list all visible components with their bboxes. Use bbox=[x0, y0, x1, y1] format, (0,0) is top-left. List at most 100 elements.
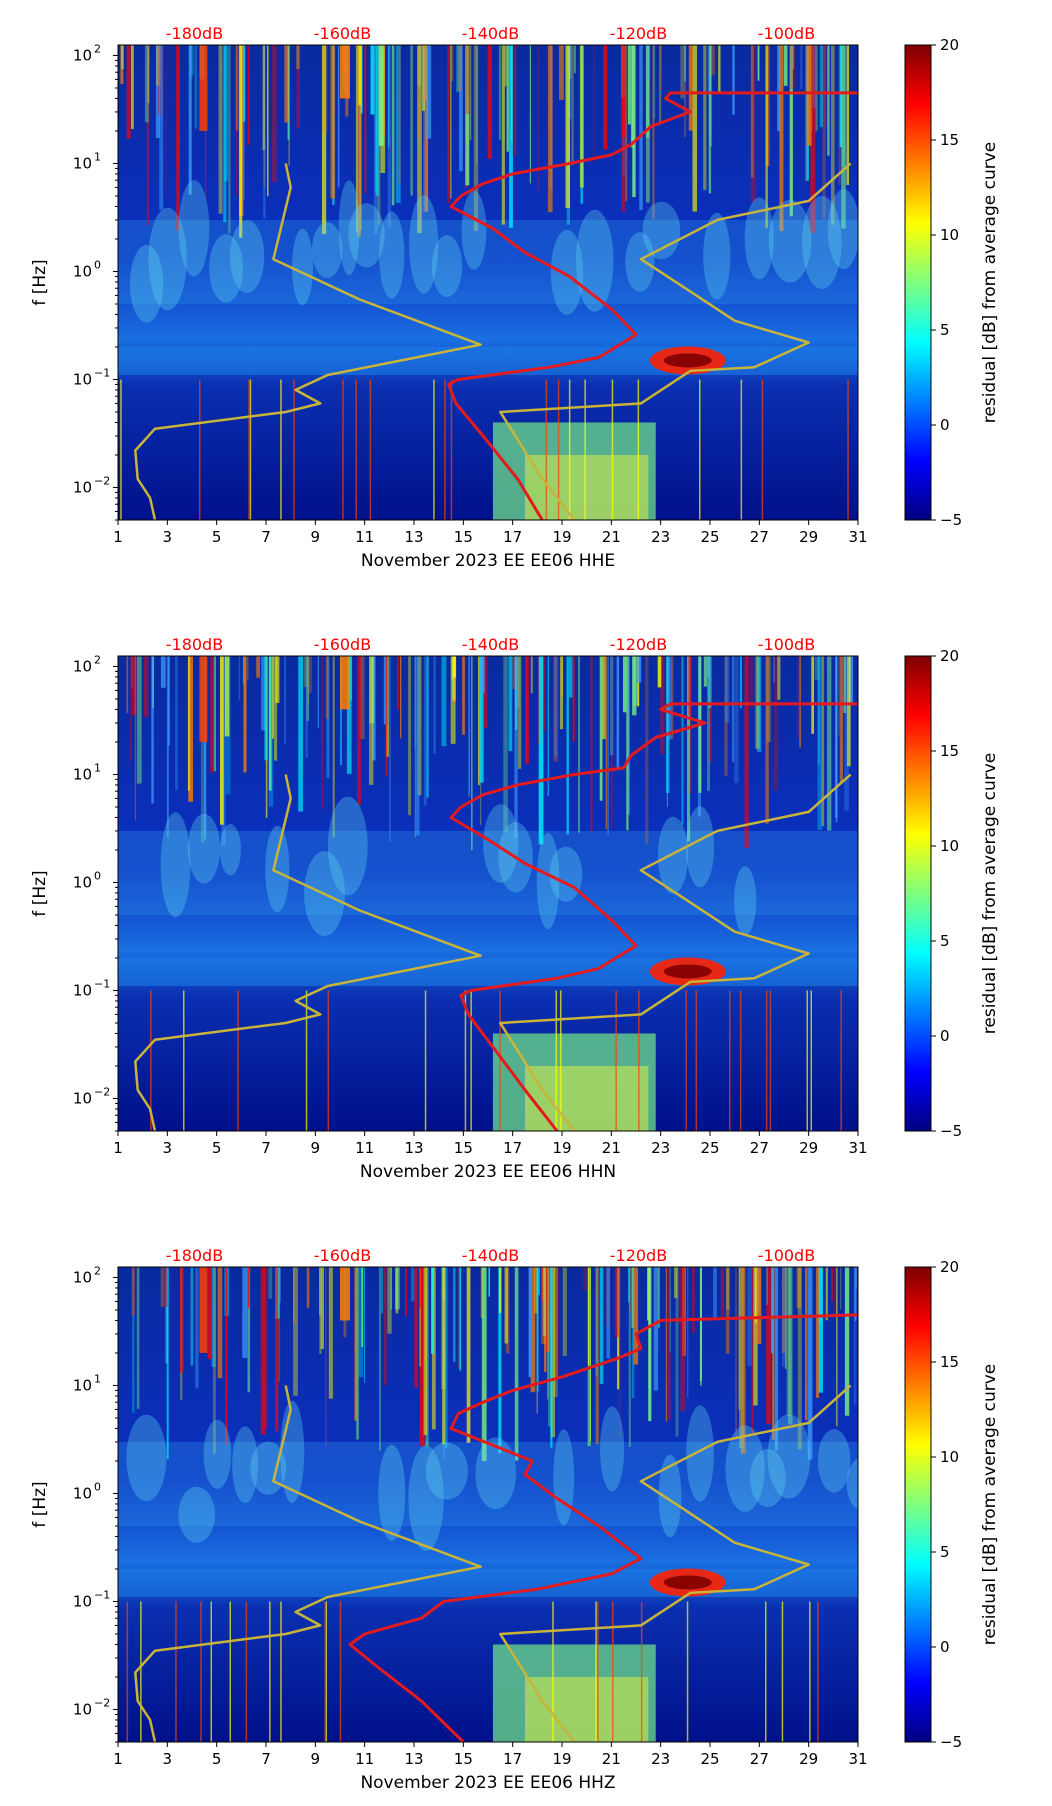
heatmap-background bbox=[118, 1267, 858, 1742]
heatmap-microseism-band bbox=[118, 957, 858, 987]
heatmap-streak bbox=[284, 45, 289, 123]
heatmap-streak bbox=[134, 656, 137, 821]
heatmap-streak bbox=[242, 45, 246, 122]
heatmap-streak bbox=[631, 1267, 635, 1398]
x-tick-label: 7 bbox=[261, 528, 271, 546]
x-tick-label: 23 bbox=[651, 1750, 670, 1768]
heatmap-streak bbox=[476, 45, 478, 166]
heatmap-blob bbox=[409, 195, 439, 294]
red-curve bbox=[447, 91, 858, 520]
heatmap-streak bbox=[357, 45, 361, 237]
heatmap-streak bbox=[538, 1267, 540, 1296]
heatmap-streak bbox=[469, 45, 472, 141]
heatmap-streak bbox=[268, 656, 274, 807]
heatmap-streak bbox=[788, 1267, 793, 1425]
heatmap-lowfreq-line bbox=[280, 379, 282, 520]
heatmap-streak bbox=[603, 45, 608, 150]
heatmap-hot-streak bbox=[199, 1267, 208, 1353]
heatmap-streak bbox=[322, 45, 327, 234]
heatmap-streak bbox=[298, 656, 303, 812]
heatmap-streak bbox=[498, 1267, 502, 1313]
heatmap-lowfreq-line bbox=[200, 1601, 202, 1742]
heatmap-hot-streak bbox=[199, 45, 208, 131]
x-tick-label: 5 bbox=[212, 528, 222, 546]
heatmap-lowfreq-line bbox=[470, 990, 472, 1131]
heatmap-streak bbox=[853, 1267, 857, 1405]
heatmap-streak bbox=[682, 1267, 686, 1356]
heatmap-streak bbox=[296, 45, 300, 69]
heatmap-streak bbox=[390, 1267, 392, 1310]
heatmap-streak bbox=[621, 45, 626, 138]
heatmap-streak bbox=[517, 656, 522, 769]
heatmap-streak bbox=[447, 45, 450, 204]
heatmap-streak bbox=[166, 1267, 169, 1459]
heatmap-streak bbox=[361, 1267, 364, 1347]
db-label: -100dB bbox=[758, 24, 815, 43]
heatmap-streak bbox=[667, 656, 672, 740]
heatmap-streak bbox=[320, 1267, 324, 1349]
y-tick-label: 10 bbox=[73, 1592, 92, 1610]
heatmap-lowfreq-line bbox=[140, 1601, 142, 1742]
heatmap-blob bbox=[686, 806, 715, 888]
heatmap-streak bbox=[536, 1267, 539, 1392]
heatmap-blob bbox=[232, 1426, 258, 1504]
heatmap-streak bbox=[444, 1267, 448, 1448]
heatmap-streak bbox=[645, 45, 651, 80]
heatmap-blob bbox=[625, 232, 655, 292]
heatmap-streak bbox=[389, 656, 391, 843]
heatmap-blob bbox=[265, 825, 290, 913]
heatmap-lowfreq-line bbox=[369, 379, 372, 520]
heatmap-streak bbox=[669, 1267, 671, 1352]
heatmap-streak bbox=[126, 656, 129, 714]
x-tick-label: 5 bbox=[212, 1750, 222, 1768]
heatmap-streak bbox=[391, 45, 395, 206]
heatmap-lowfreq-line bbox=[611, 379, 614, 520]
heatmap-streak bbox=[824, 45, 827, 127]
x-tick-label: 13 bbox=[404, 1750, 423, 1768]
heatmap-streak bbox=[194, 45, 198, 129]
heatmap-streak bbox=[538, 656, 544, 845]
x-tick-label: 11 bbox=[355, 528, 374, 546]
heatmap-streak bbox=[442, 1267, 446, 1445]
heatmap-streak bbox=[503, 656, 508, 832]
heatmap-streak bbox=[308, 656, 313, 694]
y-tick-label: 10 bbox=[73, 478, 92, 496]
x-tick-label: 17 bbox=[503, 528, 522, 546]
heatmap-image bbox=[118, 45, 858, 520]
heatmap-lowfreq-line bbox=[555, 990, 557, 1131]
heatmap-streak bbox=[188, 45, 192, 195]
heatmap-streak bbox=[426, 45, 432, 139]
heatmap-streak bbox=[359, 45, 362, 231]
heatmap-streak bbox=[773, 656, 775, 683]
heatmap-streak bbox=[143, 656, 149, 717]
heatmap-streak bbox=[648, 1267, 652, 1422]
y-tick-exponent: −1 bbox=[94, 366, 110, 379]
heatmap-streak bbox=[687, 1267, 689, 1398]
heatmap-streak bbox=[628, 1267, 631, 1447]
heatmap-streak bbox=[744, 656, 749, 848]
heatmap-streak bbox=[652, 45, 655, 219]
heatmap-streak bbox=[235, 45, 239, 131]
red-curve bbox=[449, 702, 858, 1131]
heatmap-lowfreq-region-core bbox=[525, 1065, 649, 1131]
heatmap-streak bbox=[418, 45, 420, 138]
heatmap-lowfreq-line bbox=[342, 379, 344, 520]
heatmap-streak bbox=[381, 1267, 384, 1314]
heatmap-streak bbox=[681, 656, 684, 825]
heatmap-blob bbox=[767, 1414, 811, 1499]
heatmap-streak bbox=[774, 656, 778, 791]
db-label: -120dB bbox=[610, 1246, 667, 1265]
heatmap-streak bbox=[779, 45, 784, 231]
heatmap-streak bbox=[623, 656, 627, 713]
heatmap-streak bbox=[699, 1267, 702, 1381]
heatmap-streak bbox=[819, 45, 823, 127]
heatmap-lowfreq-line bbox=[765, 1601, 767, 1742]
heatmap-streak bbox=[692, 1267, 695, 1333]
heatmap-streak bbox=[674, 1267, 678, 1299]
x-tick-label: 9 bbox=[311, 528, 321, 546]
heatmap-streak bbox=[307, 656, 310, 706]
heatmap-streak bbox=[410, 45, 413, 196]
colorbar: −5 0 5 10 15 20 residual [dB] from average cur… bbox=[904, 1258, 1000, 1751]
heatmap-streak bbox=[627, 656, 630, 815]
